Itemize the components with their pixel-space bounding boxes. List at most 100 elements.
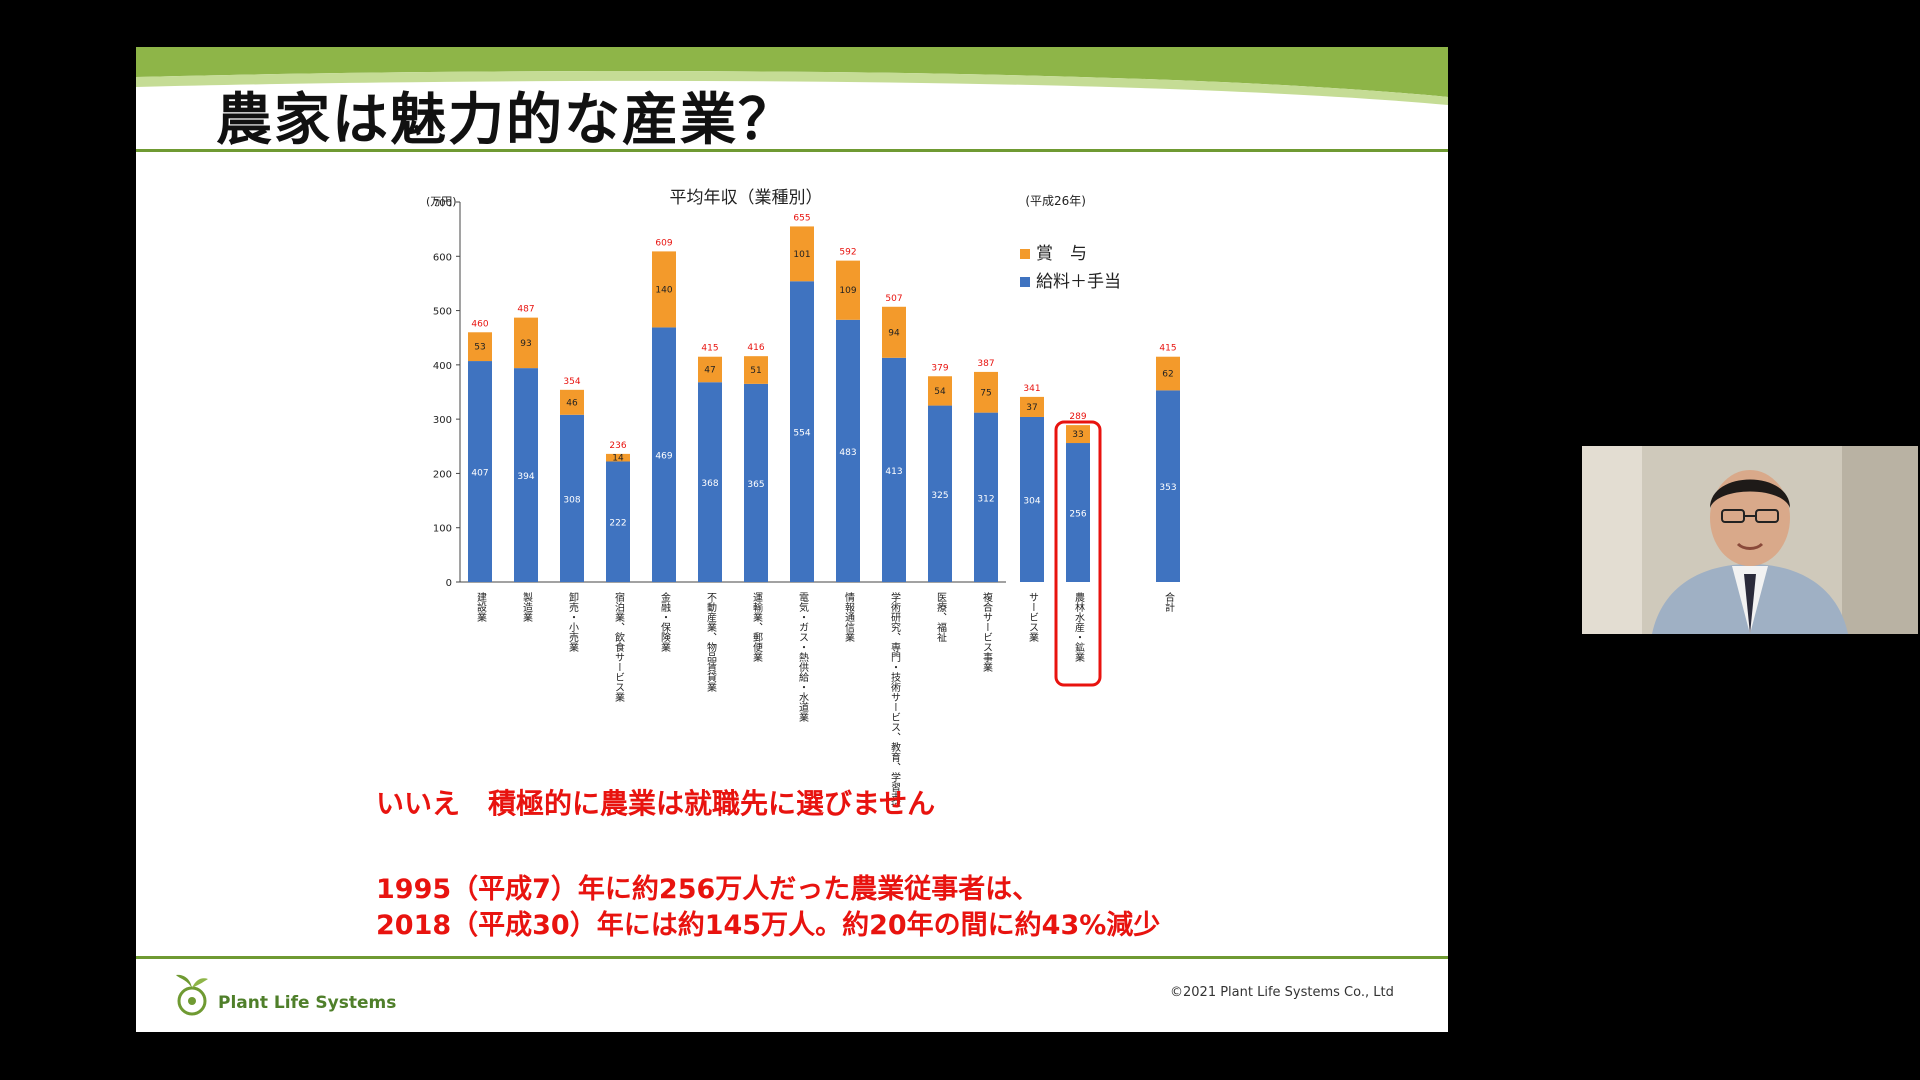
total-value-label: 416 <box>747 343 764 353</box>
total-value-label: 592 <box>839 248 856 258</box>
bar-bonus <box>1066 425 1090 444</box>
y-tick-label: 200 <box>433 469 452 480</box>
bar-salary <box>836 319 860 582</box>
bar-bonus <box>790 226 814 282</box>
salary-value-label: 312 <box>977 494 994 504</box>
y-tick-label: 500 <box>433 307 452 318</box>
salary-value-label: 325 <box>931 491 948 501</box>
bar-bonus <box>606 453 630 462</box>
copyright-text: ©2021 Plant Life Systems Co., Ltd <box>1170 985 1394 1000</box>
category-label: サービス業 <box>1027 592 1039 643</box>
bar-bonus <box>468 332 492 362</box>
bonus-value-label: 33 <box>1072 430 1083 440</box>
total-value-label: 236 <box>609 441 626 451</box>
bar-salary <box>606 461 630 582</box>
bonus-value-label: 93 <box>520 339 531 349</box>
category-label: 電気・ガス・熱供給・水道業 <box>797 592 809 723</box>
salary-value-label: 407 <box>471 469 488 479</box>
total-value-label: 460 <box>471 319 488 329</box>
bonus-value-label: 51 <box>750 366 761 376</box>
bar-salary <box>1066 443 1090 582</box>
salary-value-label: 554 <box>793 429 810 439</box>
category-label: 卸売・小売業 <box>567 591 579 653</box>
total-value-label: 609 <box>655 238 672 248</box>
chart-title: 平均年収（業種別） <box>670 188 823 208</box>
bar-bonus <box>1156 356 1180 391</box>
webcam-presenter-video <box>1582 446 1918 634</box>
logo-text: Plant Life Systems <box>218 993 397 1013</box>
category-label: 複合サービス事業 <box>981 591 993 673</box>
bonus-value-label: 75 <box>980 388 991 398</box>
total-value-label: 379 <box>931 363 948 373</box>
bar-bonus <box>560 389 584 415</box>
bonus-value-label: 94 <box>888 328 900 338</box>
bar-bonus <box>1020 396 1044 417</box>
category-label: 合計 <box>1163 591 1175 613</box>
y-tick-label: 600 <box>433 252 452 263</box>
bar-bonus <box>928 376 952 406</box>
y-tick-label: 700 <box>433 198 452 209</box>
title-divider <box>136 149 1448 152</box>
category-label: 医療、福祉 <box>935 592 947 642</box>
stat-line-2: 2018（平成30）年には約145万人。約20年の間に約43%減少 <box>376 910 1161 941</box>
bonus-value-label: 101 <box>793 250 810 260</box>
salary-value-label: 483 <box>839 448 856 458</box>
bar-salary <box>652 327 676 582</box>
stat-line-1: 1995（平成7）年に約256万人だった農業従事者は、 <box>376 874 1040 905</box>
salary-value-label: 308 <box>563 495 580 505</box>
chart-unit-label: (万円) <box>426 195 457 208</box>
category-label: 不動産業、物品賃貸業 <box>705 592 717 693</box>
y-tick-label: 0 <box>446 578 452 589</box>
bar-bonus <box>974 371 998 413</box>
salary-value-label: 413 <box>885 467 902 477</box>
legend-label: 給料＋手当 <box>1036 272 1121 292</box>
bar-salary <box>514 368 538 582</box>
category-label: 運輸業、郵便業 <box>751 592 763 663</box>
bar-bonus <box>744 356 768 384</box>
bar-bonus <box>698 356 722 383</box>
category-label: 金融・保険業 <box>659 591 671 653</box>
category-label: 情報通信業 <box>843 591 855 643</box>
bonus-value-label: 53 <box>474 343 485 353</box>
bar-salary <box>1020 416 1044 582</box>
legend-swatch <box>1020 277 1030 287</box>
category-label: 農林水産・鉱業 <box>1073 591 1085 663</box>
total-value-label: 289 <box>1069 412 1086 422</box>
bar-salary <box>560 414 584 582</box>
salary-value-label: 353 <box>1159 483 1176 493</box>
total-value-label: 507 <box>885 294 902 304</box>
bar-bonus <box>652 251 676 328</box>
bonus-value-label: 47 <box>704 365 715 375</box>
total-value-label: 655 <box>793 213 810 223</box>
bar-bonus <box>514 317 538 369</box>
bonus-value-label: 54 <box>934 387 946 397</box>
total-value-label: 415 <box>1159 344 1176 354</box>
bonus-value-label: 37 <box>1026 403 1037 413</box>
category-label: 建設業 <box>475 591 487 623</box>
bar-salary <box>928 405 952 582</box>
bar-bonus <box>836 260 860 320</box>
bar-salary <box>974 412 998 582</box>
y-tick-label: 400 <box>433 361 452 372</box>
y-tick-label: 300 <box>433 415 452 426</box>
bar-salary <box>882 357 906 582</box>
salary-value-label: 365 <box>747 480 764 490</box>
highlight-box <box>1054 420 1102 687</box>
bar-bonus <box>882 306 906 358</box>
category-label: 学術研究、専門・技術サービス、教育、学習支援業 <box>889 591 901 807</box>
category-label: 製造業 <box>521 591 533 623</box>
salary-value-label: 222 <box>609 519 626 529</box>
bar-salary <box>698 382 722 582</box>
salary-value-label: 256 <box>1069 510 1086 520</box>
bonus-value-label: 46 <box>566 398 578 408</box>
bar-salary <box>790 281 814 582</box>
salary-value-label: 304 <box>1023 496 1040 506</box>
salary-value-label: 469 <box>655 452 672 462</box>
category-label: 宿泊業、飲食サービス業 <box>613 591 625 703</box>
bonus-value-label: 109 <box>839 286 856 296</box>
total-value-label: 387 <box>977 359 994 369</box>
total-value-label: 487 <box>517 305 534 315</box>
legend-label: 賞 与 <box>1036 244 1087 264</box>
footer-divider <box>136 956 1448 959</box>
bonus-value-label: 140 <box>655 285 672 295</box>
